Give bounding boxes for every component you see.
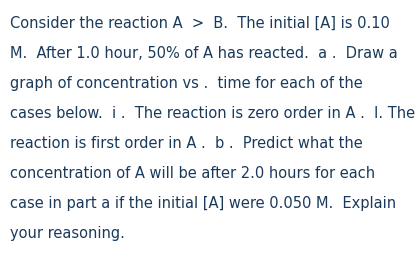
Text: graph of concentration vs .  time for each of the: graph of concentration vs . time for eac…: [10, 76, 363, 91]
Text: reaction is first order in A .  b .  Predict what the: reaction is first order in A . b . Predi…: [10, 136, 363, 151]
Text: cases below.  i .  The reaction is zero order in A .  I. The: cases below. i . The reaction is zero or…: [10, 106, 415, 121]
Text: case in part a if the initial [A] were 0.050 M.  Explain: case in part a if the initial [A] were 0…: [10, 196, 396, 211]
Text: your reasoning.: your reasoning.: [10, 226, 125, 241]
Text: M.  After 1.0 hour, 50% of A has reacted.  a .  Draw a: M. After 1.0 hour, 50% of A has reacted.…: [10, 46, 398, 61]
Text: concentration of A will be after 2.0 hours for each: concentration of A will be after 2.0 hou…: [10, 166, 375, 181]
Text: Consider the reaction A  >  B.  The initial [A] is 0.10: Consider the reaction A > B. The initial…: [10, 16, 390, 31]
